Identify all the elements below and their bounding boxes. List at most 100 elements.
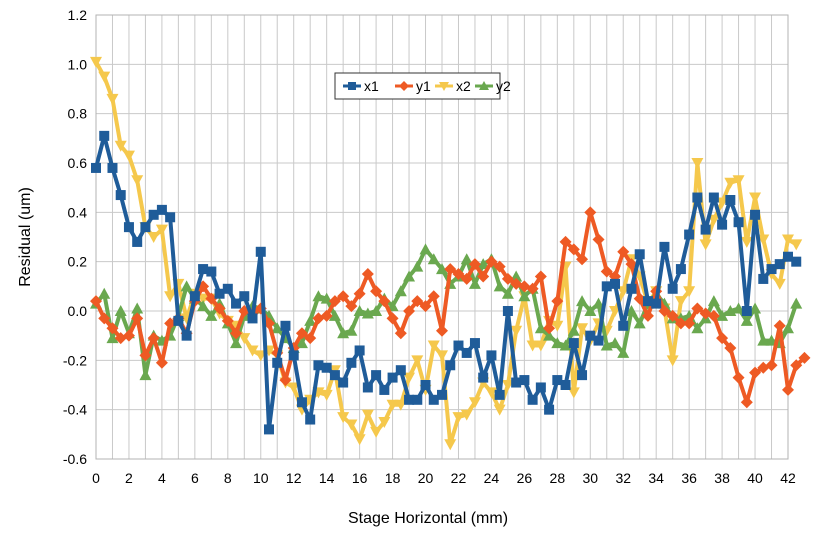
data-point-marker xyxy=(230,327,243,340)
data-point-marker xyxy=(691,322,704,334)
legend-label: x2 xyxy=(456,78,471,94)
data-point-marker xyxy=(700,224,711,235)
y-tick-label: 0.4 xyxy=(68,204,88,220)
data-point-marker xyxy=(189,291,200,302)
y-tick-label: -0.6 xyxy=(63,451,87,467)
data-point-marker xyxy=(378,295,391,308)
legend: x1 y1 x2 y2 xyxy=(334,72,511,100)
data-point-marker xyxy=(683,317,696,330)
data-point-marker xyxy=(477,270,490,283)
x-tick-label: 36 xyxy=(681,470,697,486)
data-point-marker xyxy=(403,270,416,282)
legend-box xyxy=(334,72,501,100)
data-point-marker xyxy=(478,372,489,383)
data-point-marker xyxy=(691,158,704,169)
data-point-marker xyxy=(411,260,424,272)
data-point-marker xyxy=(716,197,729,209)
data-point-marker xyxy=(155,356,168,369)
x-tick-label: 6 xyxy=(191,470,199,486)
data-point-marker xyxy=(99,130,110,141)
data-point-marker xyxy=(757,334,770,346)
data-point-marker xyxy=(337,412,350,424)
data-point-marker xyxy=(295,337,308,349)
data-point-marker xyxy=(361,409,374,421)
data-point-marker xyxy=(468,277,481,289)
data-point-marker xyxy=(510,325,523,337)
data-point-marker xyxy=(551,337,564,349)
y-tick-label: -0.2 xyxy=(63,352,87,368)
data-point-marker xyxy=(114,305,127,316)
data-point-marker xyxy=(156,204,167,215)
data-point-marker xyxy=(740,396,753,409)
data-point-marker xyxy=(534,270,547,283)
data-point-marker xyxy=(106,322,119,335)
data-point-marker xyxy=(543,329,556,341)
data-point-marker xyxy=(699,239,712,251)
data-point-marker xyxy=(552,375,563,386)
data-point-marker xyxy=(707,214,720,226)
data-point-marker xyxy=(122,150,135,162)
data-point-marker xyxy=(445,360,456,371)
data-point-marker xyxy=(576,253,589,266)
x-tick-label: 30 xyxy=(582,470,598,486)
data-point-marker xyxy=(420,380,431,390)
data-point-marker xyxy=(707,309,720,322)
data-point-marker xyxy=(617,346,630,358)
data-point-marker xyxy=(131,302,144,314)
x-tick-label: 2 xyxy=(125,470,133,486)
data-point-marker xyxy=(312,290,325,302)
data-point-marker xyxy=(617,286,630,298)
data-point-marker xyxy=(659,241,670,252)
legend-label: y1 xyxy=(416,78,431,94)
data-point-marker xyxy=(345,419,358,431)
data-point-marker xyxy=(716,309,729,321)
data-point-marker xyxy=(691,302,704,315)
x-tick-label: 10 xyxy=(253,470,269,486)
data-point-marker xyxy=(674,296,687,308)
data-point-marker xyxy=(452,268,465,280)
data-point-marker xyxy=(411,295,424,308)
legend-label: y2 xyxy=(496,78,511,94)
data-point-marker xyxy=(749,192,762,204)
data-point-marker xyxy=(758,273,769,284)
data-point-marker xyxy=(279,374,292,387)
data-point-marker xyxy=(155,224,168,236)
data-point-marker xyxy=(427,340,440,352)
data-point-marker xyxy=(354,345,365,356)
data-point-marker xyxy=(346,357,357,368)
data-point-marker xyxy=(338,377,349,388)
data-point-marker xyxy=(732,302,745,314)
data-point-marker xyxy=(774,259,785,270)
data-point-marker xyxy=(197,293,210,305)
data-point-marker xyxy=(749,366,762,379)
data-point-marker xyxy=(439,82,449,91)
data-point-marker xyxy=(766,264,777,275)
data-point-marker xyxy=(387,372,398,383)
x-tick-label: 20 xyxy=(418,470,434,486)
data-point-marker xyxy=(732,175,745,187)
data-point-marker xyxy=(246,345,259,357)
data-point-marker xyxy=(353,305,366,316)
data-point-marker xyxy=(106,332,119,344)
y-tick-label: 0.6 xyxy=(68,155,88,171)
x-tick-label: 24 xyxy=(484,470,500,486)
data-point-marker xyxy=(173,315,184,326)
data-point-marker xyxy=(493,260,506,273)
data-point-marker xyxy=(444,439,457,451)
data-point-marker xyxy=(740,314,753,326)
data-point-marker xyxy=(115,190,126,201)
data-point-marker xyxy=(394,399,407,411)
data-point-marker xyxy=(131,312,144,325)
data-point-marker xyxy=(534,322,547,334)
data-point-marker xyxy=(666,309,679,322)
data-point-marker xyxy=(370,426,383,438)
data-point-marker xyxy=(255,246,266,257)
data-point-marker xyxy=(757,234,770,246)
data-point-marker xyxy=(213,302,226,315)
data-point-marker xyxy=(106,93,119,105)
data-point-marker xyxy=(666,355,679,367)
x-tick-label: 8 xyxy=(224,470,232,486)
data-point-marker xyxy=(527,394,538,405)
data-point-marker xyxy=(609,337,621,349)
